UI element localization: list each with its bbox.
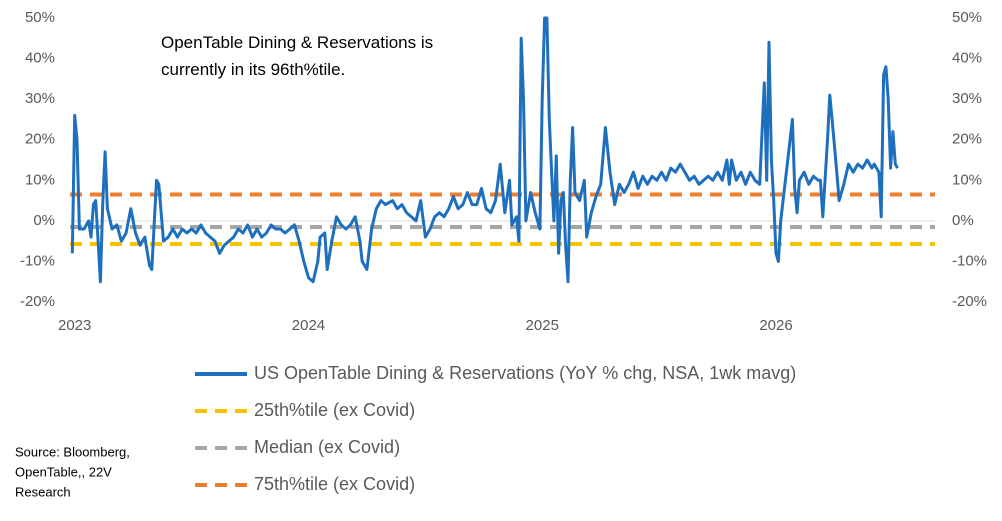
legend-label: US OpenTable Dining & Reservations (YoY … [254, 363, 796, 383]
y-tick-label: 10% [25, 171, 55, 188]
source-note: Source: Bloomberg, [15, 444, 130, 459]
y-tick-label: 30% [25, 90, 55, 107]
y-tick-label: 50% [25, 9, 55, 26]
y2-tick-label: 30% [952, 90, 982, 107]
x-tick-label: 2023 [58, 317, 91, 334]
y-tick-label: 40% [25, 50, 55, 67]
legend-label: 75th%tile (ex Covid) [254, 474, 415, 494]
y2-tick-label: 10% [952, 171, 982, 188]
x-tick-label: 2024 [292, 317, 325, 334]
y-tick-label: 0% [33, 212, 55, 229]
legend-label: Median (ex Covid) [254, 437, 400, 457]
legend-label: 25th%tile (ex Covid) [254, 400, 415, 420]
y2-tick-label: 20% [952, 131, 982, 148]
x-tick-label: 2025 [526, 317, 559, 334]
y2-tick-label: 50% [952, 9, 982, 26]
y-tick-label: 20% [25, 131, 55, 148]
source-note: Research [15, 484, 71, 499]
y2-tick-label: 40% [952, 50, 982, 67]
source-note: OpenTable,, 22V [15, 464, 112, 479]
y-tick-label: -10% [20, 252, 55, 269]
y-tick-label: -20% [20, 293, 55, 310]
annotation: OpenTable Dining & Reservations is curren… [161, 33, 433, 79]
data-line [70, 16, 899, 284]
y2-tick-label: -20% [952, 293, 987, 310]
y2-tick-label: 0% [952, 212, 974, 229]
y2-tick-label: -10% [952, 252, 987, 269]
x-tick-label: 2026 [759, 317, 792, 334]
